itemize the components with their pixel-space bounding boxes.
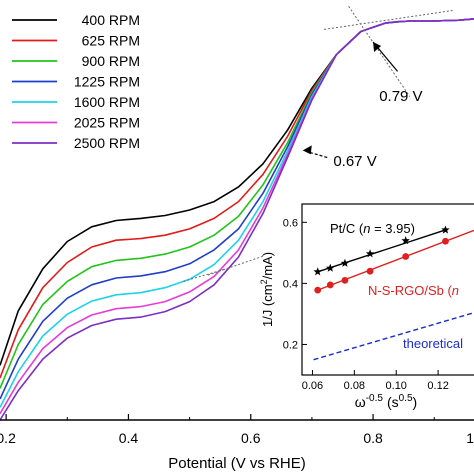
inset-fit-line (317, 229, 446, 273)
inset-point-circle (341, 276, 349, 284)
arrow-079-head (373, 42, 382, 52)
inset-x-tick-label: 0.06 (302, 380, 323, 392)
inset-y-tick-label: 0.6 (283, 217, 298, 229)
inset-frame (301, 203, 474, 376)
tangent-line-top (324, 10, 453, 30)
annotation-079v: 0.79 V (379, 88, 422, 105)
inset-point-circle (402, 253, 410, 260)
inset-x-axis-label: ω-0.5 (s0.5) (355, 393, 417, 410)
x-tick-label: 0.8 (363, 430, 383, 446)
inset-theoretical-line (313, 311, 474, 361)
legend-label: 2500 RPM (74, 135, 140, 151)
inset-x-tick-label: 0.10 (386, 380, 407, 392)
inset-y-tick-label: 0.2 (283, 339, 298, 351)
arrow-067-shaft (305, 150, 328, 159)
inset-label-theoretical: theoretical (403, 336, 463, 351)
inset-x-tick-label: 0.08 (344, 380, 365, 392)
inset-point-star (401, 236, 410, 245)
legend-label: 625 RPM (82, 33, 140, 49)
legend-label: 2025 RPM (74, 115, 140, 131)
legend-label: 1600 RPM (74, 94, 140, 110)
tangent-line-steep (348, 6, 411, 97)
inset-point-star (441, 225, 450, 234)
inset-point-circle (314, 286, 322, 294)
inset-y-tick-label: 0.4 (283, 278, 298, 290)
x-tick-label: 0.2 (0, 430, 16, 446)
tangent-line-low-2 (207, 255, 264, 276)
inset-point-circle (326, 281, 334, 289)
legend-label: 900 RPM (82, 53, 140, 69)
inset-point-star (325, 263, 335, 272)
x-tick-label: 0.6 (241, 430, 261, 446)
inset-point-star (365, 249, 375, 258)
legend: 400 RPM 625 RPM 900 RPM 1225 RPM 1600 RPM 202… (12, 12, 140, 151)
inset-label-nsrgo: N-S-RGO/Sb (n (368, 283, 459, 298)
inset-chart: 0.20.40.60.060.080.100.120.1/J (cm2/mA)ω… (259, 195, 474, 410)
curve-2500-rpm (0, 18, 474, 421)
arrow-067-head (302, 145, 312, 155)
inset-point-star (313, 267, 322, 276)
annotation-067v: 0.67 V (333, 153, 376, 170)
inset-point-star (340, 258, 350, 267)
main-annotations: 0.79 V 0.67 V (183, 6, 453, 282)
inset-point-circle (442, 237, 449, 245)
main-curves (0, 18, 474, 421)
legend-label: 1225 RPM (74, 74, 140, 90)
tangent-line-low (183, 268, 227, 282)
inset-x-tick-label: 0.12 (427, 380, 448, 392)
x-axis-label: Potential (V vs RHE) (168, 455, 306, 472)
legend-label: 400 RPM (82, 12, 140, 28)
inset-point-circle (366, 267, 374, 275)
inset-label-ptc: Pt/C (n = 3.95) (330, 221, 415, 236)
inset-y-axis-label: 1/J (cm2/mA) (259, 252, 275, 327)
main-axes: 0.2 0.4 0.6 0.8 1 Potential (V vs RHE) (0, 414, 474, 472)
x-tick-label: 0.4 (119, 430, 139, 446)
x-tick-label: 1 (466, 430, 474, 446)
